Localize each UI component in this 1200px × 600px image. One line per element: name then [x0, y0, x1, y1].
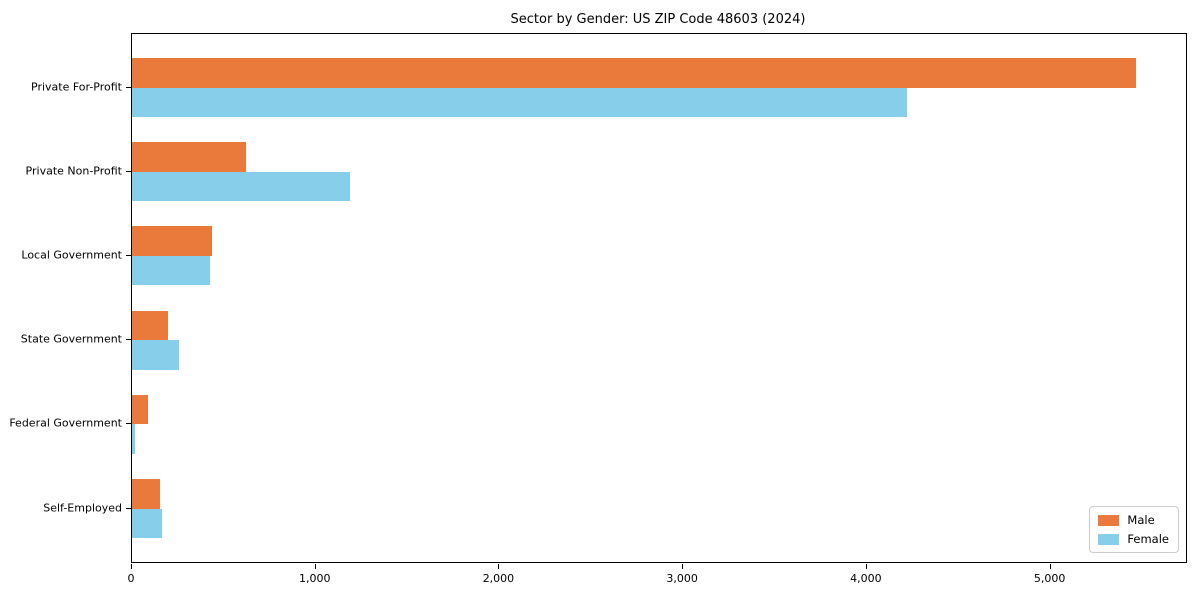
- y-tick-mark: [126, 87, 131, 88]
- bar-female-state-government: [132, 340, 180, 370]
- legend-label: Male: [1127, 513, 1155, 527]
- bar-male-local-government: [132, 226, 212, 256]
- x-tick-mark: [682, 564, 683, 569]
- bar-female-local-government: [132, 255, 211, 286]
- legend: Male Female: [1089, 506, 1179, 553]
- x-tick-mark: [866, 564, 867, 569]
- legend-item-female: Female: [1098, 532, 1169, 546]
- bar-female-federal-government: [132, 424, 135, 454]
- y-tick-mark: [126, 255, 131, 256]
- legend-swatch-male: [1098, 514, 1120, 526]
- y-tick-mark: [126, 508, 131, 509]
- y-tick-mark: [126, 423, 131, 424]
- bar-male-state-government: [132, 310, 168, 341]
- x-tick-mark: [1050, 564, 1051, 569]
- x-tick-label: 4,000: [850, 572, 882, 585]
- y-tick-label: Federal Government: [9, 416, 122, 430]
- plot-area: Male Female: [131, 33, 1187, 563]
- x-tick-mark: [315, 564, 316, 569]
- bar-female-self-employed: [132, 508, 163, 538]
- bar-male-federal-government: [132, 394, 149, 425]
- x-tick-label: 5,000: [1033, 572, 1066, 585]
- y-tick-label: Private For-Profit: [31, 80, 122, 93]
- x-tick-label: 2,000: [482, 572, 515, 585]
- legend-label: Female: [1127, 532, 1169, 546]
- x-tick-label: 1,000: [298, 572, 331, 585]
- x-tick-mark: [131, 564, 132, 569]
- bar-male-private-non-profit: [132, 142, 246, 172]
- bar-male-private-for-profit: [132, 58, 1136, 88]
- bar-female-private-non-profit: [132, 171, 351, 202]
- y-tick-label: State Government: [20, 332, 122, 346]
- legend-swatch-female: [1098, 533, 1120, 545]
- x-tick-label: 0: [127, 572, 135, 585]
- chart-title: Sector by Gender: US ZIP Code 48603 (202…: [510, 12, 806, 27]
- bar-female-private-for-profit: [132, 87, 907, 117]
- y-tick-mark: [126, 339, 131, 340]
- bar-male-self-employed: [132, 479, 160, 509]
- y-tick-label: Private Non-Profit: [25, 164, 122, 178]
- x-tick-mark: [498, 564, 499, 569]
- y-tick-label: Self-Employed: [43, 501, 122, 514]
- legend-item-male: Male: [1098, 513, 1169, 527]
- y-tick-label: Local Government: [21, 248, 122, 262]
- x-tick-label: 3,000: [666, 572, 698, 585]
- y-tick-mark: [126, 171, 131, 172]
